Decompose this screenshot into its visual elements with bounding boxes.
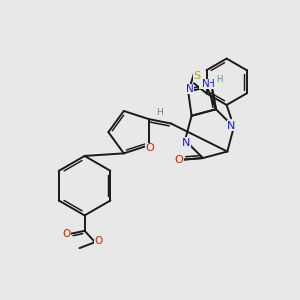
Text: N: N	[182, 138, 191, 148]
Text: O: O	[175, 154, 184, 164]
Text: N: N	[202, 79, 209, 89]
Text: N: N	[227, 121, 236, 130]
Text: O: O	[146, 143, 154, 153]
Text: N: N	[186, 84, 194, 94]
Text: S: S	[194, 71, 201, 81]
Text: O: O	[63, 229, 71, 239]
Text: NH: NH	[200, 79, 214, 89]
Text: H: H	[157, 109, 163, 118]
Text: O: O	[94, 236, 103, 246]
Text: H: H	[216, 75, 222, 84]
